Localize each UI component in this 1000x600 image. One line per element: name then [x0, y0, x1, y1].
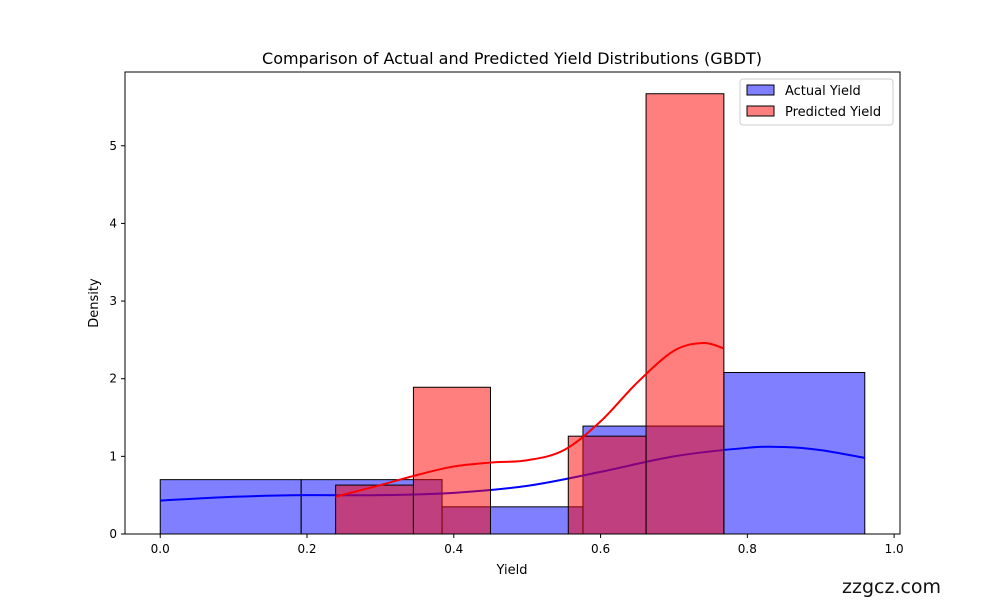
x-tick-label: 0.6 [591, 542, 610, 556]
bar-predicted-4 [645, 93, 725, 535]
legend-swatch-actual [746, 84, 775, 96]
x-tick-label: 1.0 [885, 542, 904, 556]
kde-line-predicted [335, 341, 725, 498]
legend: Actual Yield Predicted Yield [739, 78, 894, 126]
y-tick-label: 4 [109, 216, 117, 230]
x-tick-label: 0.0 [151, 542, 170, 556]
bar-actual-0 [159, 479, 302, 535]
y-tick-label: 2 [109, 372, 117, 386]
x-tick-label: 0.2 [297, 542, 316, 556]
y-tick-label: 5 [109, 139, 117, 153]
x-tick-label: 0.8 [738, 542, 757, 556]
bar-predicted-3 [567, 435, 647, 535]
watermark: zzgcz.com [842, 576, 942, 598]
legend-label-actual: Actual Yield [785, 84, 861, 99]
kde-line-actual [160, 445, 865, 502]
bar-predicted-0 [335, 484, 414, 535]
y-axis-label: Density [87, 278, 102, 328]
y-tick-label: 3 [109, 294, 117, 308]
legend-label-predicted: Predicted Yield [785, 105, 881, 120]
chart-title: Comparison of Actual and Predicted Yield… [262, 49, 762, 68]
y-tick-label: 1 [109, 449, 117, 463]
x-axis-label: Yield [496, 563, 528, 578]
legend-swatch-predicted [746, 105, 775, 117]
y-tick-label: 0 [109, 527, 117, 541]
x-tick-label: 0.4 [444, 542, 463, 556]
plot-frame [124, 71, 901, 535]
bar-predicted-1 [412, 386, 491, 535]
